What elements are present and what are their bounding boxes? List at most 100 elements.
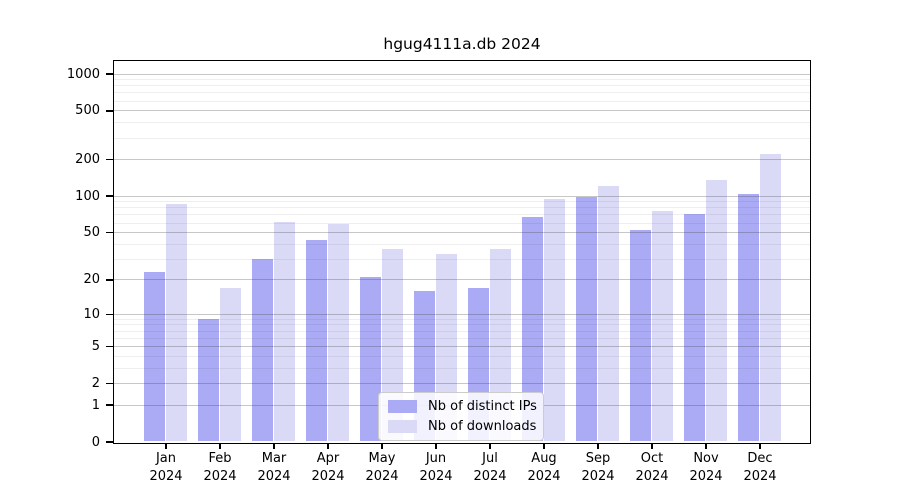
x-tick-month: Nov	[693, 451, 719, 466]
x-tick-mark-feb	[219, 443, 221, 449]
bar-oct-distinct-ips	[629, 230, 652, 442]
bar-oct-downloads	[651, 210, 674, 442]
legend: Nb of distinct IPs Nb of downloads	[378, 392, 544, 441]
y-tick-label-500: 500	[75, 103, 100, 119]
x-tick-year: 2024	[419, 468, 453, 484]
bar-dec-downloads	[759, 154, 782, 442]
bar-sep-downloads	[597, 185, 620, 442]
x-tick-year: 2024	[689, 468, 723, 484]
x-tick-mark-dec	[759, 443, 761, 449]
x-tick-month: May	[368, 451, 396, 466]
x-tick-label-sep: Sep 2024	[568, 450, 628, 485]
x-tick-year: 2024	[149, 468, 183, 484]
y-tick-mark-0	[106, 441, 113, 443]
x-tick-year: 2024	[743, 468, 777, 484]
y-tick-label-20: 20	[83, 272, 100, 288]
x-tick-mark-jul	[489, 443, 491, 449]
x-tick-label-aug: Aug 2024	[514, 450, 574, 485]
y-tick-label-10: 10	[83, 306, 100, 322]
legend-label-downloads: Nb of downloads	[428, 419, 537, 434]
legend-row-downloads: Nb of downloads	[388, 419, 537, 434]
bar-apr-distinct-ips	[305, 239, 328, 442]
legend-row-distinct-ips: Nb of distinct IPs	[388, 399, 537, 414]
y-tick-label-50: 50	[83, 225, 100, 241]
y-tick-label-2: 2	[91, 375, 100, 391]
x-tick-label-mar: Mar 2024	[244, 450, 304, 485]
x-tick-month: Apr	[316, 451, 340, 466]
x-tick-month: Jul	[482, 451, 498, 466]
bar-nov-downloads	[705, 179, 728, 442]
x-tick-year: 2024	[365, 468, 399, 484]
bar-dec-distinct-ips	[737, 193, 760, 442]
x-tick-year: 2024	[311, 468, 345, 484]
x-tick-mark-apr	[327, 443, 329, 449]
x-tick-month: Jun	[425, 451, 447, 466]
x-tick-year: 2024	[203, 468, 237, 484]
x-tick-label-may: May 2024	[352, 450, 412, 485]
legend-label-distinct-ips: Nb of distinct IPs	[428, 399, 537, 414]
x-tick-year: 2024	[527, 468, 561, 484]
x-tick-mark-aug	[543, 443, 545, 449]
y-tick-mark-1000	[106, 73, 113, 75]
bar-mar-distinct-ips	[251, 258, 274, 442]
x-tick-label-jun: Jun 2024	[406, 450, 466, 485]
y-tick-mark-10	[106, 313, 113, 316]
x-tick-month: Sep	[585, 451, 611, 466]
bar-nov-distinct-ips	[683, 214, 706, 442]
x-tick-mark-jun	[435, 443, 437, 449]
x-tick-month: Jan	[155, 451, 177, 466]
x-tick-month: Aug	[531, 451, 557, 466]
x-tick-label-jul: Jul 2024	[460, 450, 520, 485]
x-tick-label-feb: Feb 2024	[190, 450, 250, 485]
y-tick-mark-20	[106, 279, 113, 281]
bar-jan-distinct-ips	[143, 272, 166, 442]
x-tick-label-jan: Jan 2024	[136, 450, 196, 485]
x-tick-month: Mar	[261, 451, 287, 466]
bar-apr-downloads	[327, 224, 350, 442]
x-tick-year: 2024	[473, 468, 507, 484]
x-tick-mark-nov	[705, 443, 707, 449]
y-tick-label-0: 0	[91, 434, 100, 450]
x-tick-month: Dec	[747, 451, 773, 466]
bar-aug-distinct-ips	[521, 216, 544, 442]
y-tick-mark-2	[106, 382, 113, 385]
y-tick-label-1000: 1000	[66, 66, 100, 82]
x-tick-label-dec: Dec 2024	[730, 450, 790, 485]
x-tick-label-nov: Nov 2024	[676, 450, 736, 485]
y-tick-mark-100	[106, 195, 113, 197]
y-tick-mark-5	[106, 345, 113, 348]
y-tick-mark-50	[106, 231, 113, 234]
y-tick-label-100: 100	[75, 188, 100, 204]
x-tick-year: 2024	[581, 468, 615, 484]
y-tick-mark-200	[106, 158, 113, 161]
y-tick-mark-500	[106, 110, 113, 112]
x-tick-label-oct: Oct 2024	[622, 450, 682, 485]
x-tick-year: 2024	[635, 468, 669, 484]
x-tick-mark-may	[381, 443, 383, 449]
x-tick-month: Oct	[640, 451, 664, 466]
x-tick-mark-mar	[273, 443, 275, 449]
y-tick-label-200: 200	[75, 152, 100, 167]
plot-area	[113, 59, 811, 444]
chart-title: hgug4111a.db 2024	[383, 35, 541, 53]
x-tick-year: 2024	[257, 468, 291, 484]
bar-sep-distinct-ips	[575, 197, 598, 442]
legend-swatch-downloads	[388, 420, 417, 433]
y-tick-label-1: 1	[91, 397, 100, 413]
x-tick-month: Feb	[208, 451, 232, 466]
bar-may-distinct-ips	[359, 276, 382, 442]
bar-jan-downloads	[165, 204, 188, 442]
y-tick-label-5: 5	[91, 339, 100, 355]
x-tick-mark-jan	[165, 443, 167, 449]
y-tick-mark-1	[106, 404, 113, 406]
bars-layer	[114, 61, 810, 443]
bar-feb-distinct-ips	[197, 318, 220, 442]
x-tick-label-apr: Apr 2024	[298, 450, 358, 485]
x-tick-mark-oct	[651, 443, 653, 449]
bar-aug-downloads	[543, 198, 566, 442]
bar-feb-downloads	[219, 287, 242, 442]
x-tick-mark-sep	[597, 443, 599, 449]
legend-swatch-distinct-ips	[388, 400, 417, 413]
bar-mar-downloads	[273, 221, 296, 442]
